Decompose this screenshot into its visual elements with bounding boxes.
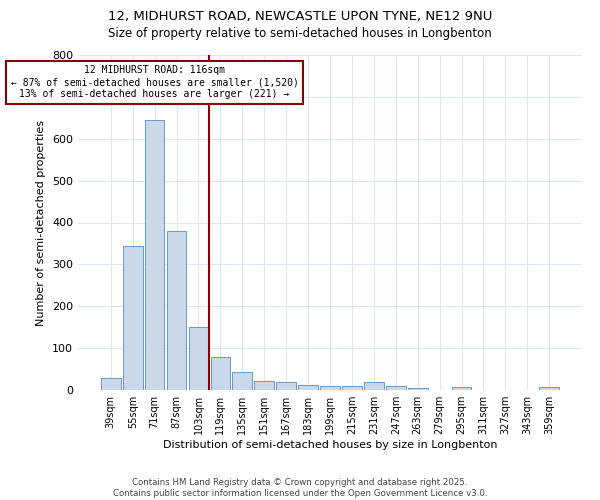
Bar: [539, 387, 559, 390]
Bar: [320, 386, 340, 390]
Bar: [408, 388, 428, 390]
Bar: [364, 382, 384, 390]
Text: Contains HM Land Registry data © Crown copyright and database right 2025.
Contai: Contains HM Land Registry data © Crown c…: [113, 478, 487, 498]
Bar: [452, 387, 472, 390]
Bar: [232, 372, 252, 390]
Bar: [386, 386, 406, 390]
Bar: [298, 384, 318, 390]
Bar: [167, 231, 187, 390]
Text: Size of property relative to semi-detached houses in Longbenton: Size of property relative to semi-detach…: [108, 28, 492, 40]
Bar: [276, 382, 296, 390]
Bar: [254, 381, 274, 390]
Text: 12 MIDHURST ROAD: 116sqm
← 87% of semi-detached houses are smaller (1,520)
13% o: 12 MIDHURST ROAD: 116sqm ← 87% of semi-d…: [11, 66, 299, 98]
Text: 12, MIDHURST ROAD, NEWCASTLE UPON TYNE, NE12 9NU: 12, MIDHURST ROAD, NEWCASTLE UPON TYNE, …: [108, 10, 492, 23]
Bar: [145, 120, 164, 390]
Bar: [342, 386, 362, 390]
Y-axis label: Number of semi-detached properties: Number of semi-detached properties: [37, 120, 46, 326]
X-axis label: Distribution of semi-detached houses by size in Longbenton: Distribution of semi-detached houses by …: [163, 440, 497, 450]
Bar: [101, 378, 121, 390]
Bar: [123, 246, 143, 390]
Bar: [211, 356, 230, 390]
Bar: [188, 327, 208, 390]
